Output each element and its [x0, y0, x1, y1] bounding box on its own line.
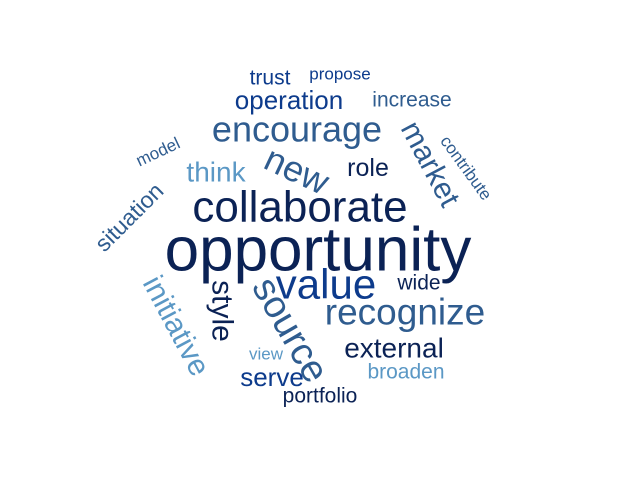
- word-think: think: [186, 157, 246, 188]
- word-value: value: [276, 261, 376, 308]
- word-model: model: [133, 134, 183, 171]
- word-collaborate: collaborate: [192, 183, 407, 232]
- word-portfolio: portfolio: [283, 385, 358, 408]
- word-trust: trust: [250, 67, 291, 90]
- word-opportunity: opportunity: [165, 216, 472, 285]
- word-style: style: [206, 280, 239, 342]
- word-situation: situation: [90, 178, 169, 257]
- word-increase: increase: [372, 89, 451, 112]
- word-role: role: [347, 154, 389, 182]
- word-serve: serve: [240, 362, 304, 392]
- word-external: external: [344, 333, 444, 364]
- word-propose: propose: [309, 65, 370, 84]
- word-operation: operation: [235, 85, 343, 115]
- word-wide: wide: [396, 272, 440, 295]
- word-broaden: broaden: [367, 361, 444, 384]
- word-view: view: [249, 345, 284, 364]
- word-encourage: encourage: [212, 109, 382, 150]
- word-initiative: initiative: [136, 270, 216, 381]
- word-recognize: recognize: [325, 292, 485, 333]
